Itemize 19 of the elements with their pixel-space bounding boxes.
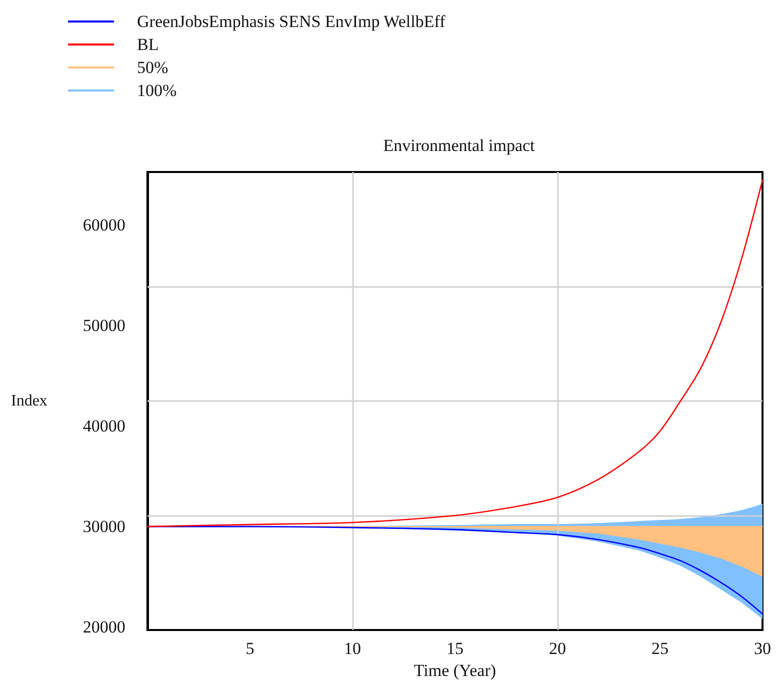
- legend-label: 50%: [137, 58, 168, 77]
- x-tick-label: 10: [344, 639, 361, 658]
- line-series: [146, 179, 764, 528]
- y-tick-label: 60000: [82, 216, 126, 235]
- y-tick-label: 40000: [82, 416, 126, 436]
- y-tick-label: 50000: [82, 316, 126, 336]
- x-tick-label: 15: [446, 639, 464, 658]
- y-tick-label: 20000: [82, 617, 126, 636]
- legend-label: BL: [137, 35, 159, 54]
- y-axis-title: Index: [10, 392, 48, 410]
- x-tick-label: 5: [246, 639, 254, 658]
- y-tick-label: 30000: [82, 517, 126, 536]
- x-tick-label: 30: [754, 639, 771, 658]
- chart-title: Environmental impact: [383, 136, 536, 155]
- legend-label: GreenJobsEmphasis SENS EnvImp WellbEff: [137, 12, 446, 31]
- x-axis-title: Time (Year): [414, 661, 496, 680]
- legend-label: 100%: [137, 81, 177, 100]
- x-tick-label: 25: [651, 639, 668, 658]
- x-tick-label: 20: [548, 639, 566, 658]
